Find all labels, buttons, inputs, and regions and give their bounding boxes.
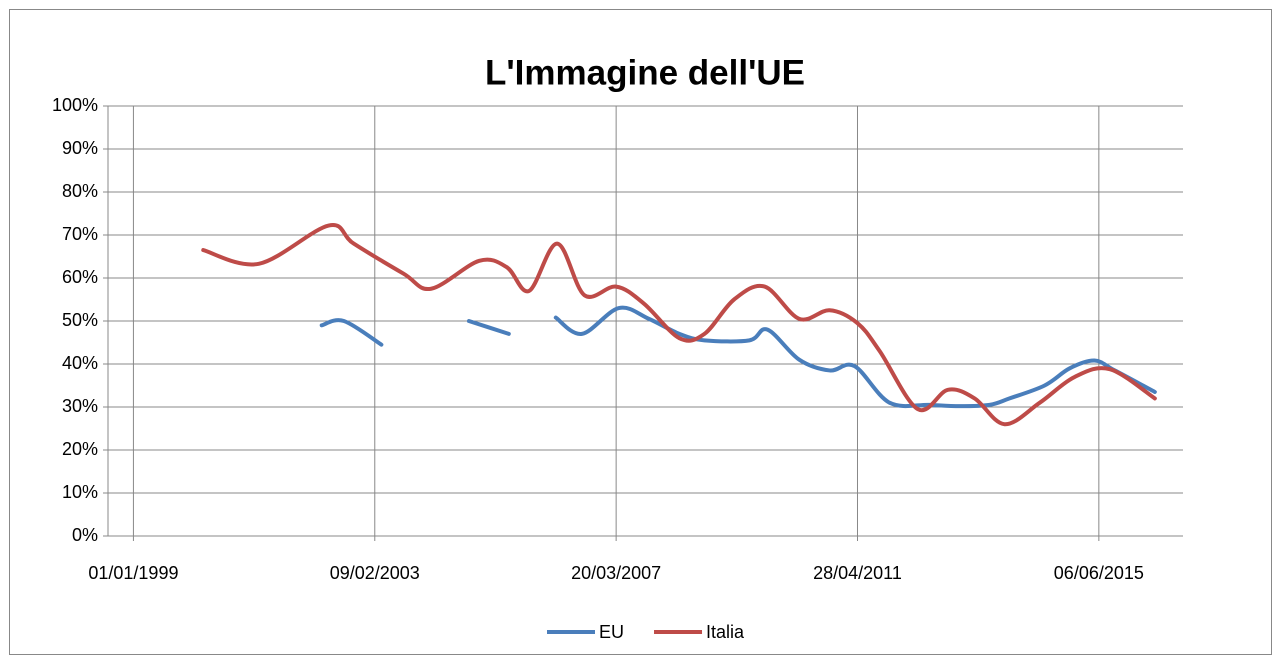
legend-label: Italia [706,622,745,642]
chart-title: L'Immagine dell'UE [485,53,805,92]
chart-frame [9,9,1272,655]
y-tick-label: 30% [62,396,98,416]
x-tick-label: 28/04/2011 [813,563,902,583]
y-tick-label: 90% [62,138,98,158]
line-series [201,223,1157,427]
x-tick-label: 06/06/2015 [1054,563,1144,583]
line-series [319,305,1157,409]
x-tick-label: 01/01/1999 [88,563,178,583]
y-tick-label: 100% [52,95,98,115]
y-tick-label: 80% [62,181,98,201]
legend-label: EU [599,622,624,642]
y-tick-label: 20% [62,439,98,459]
y-tick-label: 60% [62,267,98,287]
y-tick-label: 10% [62,482,98,502]
x-tick-label: 09/02/2003 [330,563,420,583]
y-tick-label: 40% [62,353,98,373]
y-tick-label: 0% [72,525,98,545]
x-tick-label: 20/03/2007 [571,563,661,583]
y-tick-label: 70% [62,224,98,244]
y-tick-label: 50% [62,310,98,330]
